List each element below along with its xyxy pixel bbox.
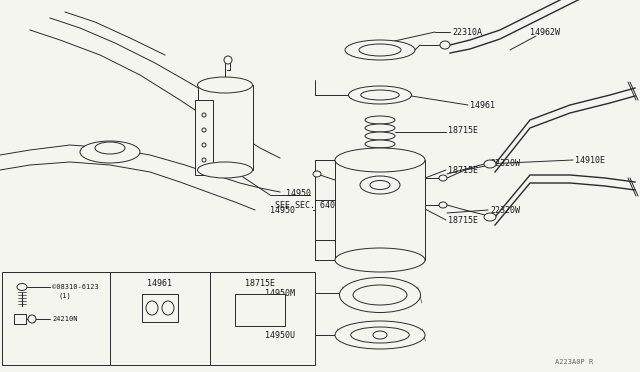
- Ellipse shape: [335, 148, 425, 172]
- Text: 14950U: 14950U: [265, 330, 295, 340]
- Ellipse shape: [198, 77, 253, 93]
- Text: 14961: 14961: [470, 100, 495, 109]
- Bar: [335, 160, 425, 260]
- Text: 14950M: 14950M: [265, 289, 295, 298]
- Bar: [142, 294, 178, 322]
- Ellipse shape: [202, 113, 206, 117]
- Text: 14950: 14950: [270, 205, 295, 215]
- Ellipse shape: [28, 315, 36, 323]
- Bar: [14, 314, 26, 324]
- Text: 22310A: 22310A: [452, 28, 482, 36]
- Text: 22320W: 22320W: [490, 158, 520, 167]
- Ellipse shape: [365, 148, 395, 156]
- Bar: [2, 272, 315, 365]
- Ellipse shape: [484, 160, 496, 168]
- Text: 18715E: 18715E: [245, 279, 275, 289]
- Text: 14910E: 14910E: [575, 155, 605, 164]
- Ellipse shape: [365, 116, 395, 124]
- Ellipse shape: [198, 162, 253, 178]
- Ellipse shape: [202, 158, 206, 162]
- Ellipse shape: [146, 301, 158, 315]
- Ellipse shape: [202, 143, 206, 147]
- Bar: [198, 85, 253, 170]
- Text: 14962W: 14962W: [530, 28, 560, 36]
- Ellipse shape: [313, 171, 321, 177]
- Bar: [195, 100, 213, 175]
- Ellipse shape: [359, 44, 401, 56]
- Ellipse shape: [345, 40, 415, 60]
- Ellipse shape: [351, 327, 409, 343]
- Text: 14961: 14961: [147, 279, 173, 289]
- Ellipse shape: [365, 124, 395, 132]
- Ellipse shape: [365, 140, 395, 148]
- Ellipse shape: [335, 248, 425, 272]
- Text: 18715E: 18715E: [448, 166, 478, 174]
- Ellipse shape: [440, 41, 450, 49]
- Ellipse shape: [373, 331, 387, 339]
- Text: ©08310-6123: ©08310-6123: [52, 284, 99, 290]
- Ellipse shape: [17, 283, 27, 291]
- Text: 22320W: 22320W: [490, 205, 520, 215]
- Text: 24210N: 24210N: [52, 316, 77, 322]
- Text: 18715E: 18715E: [448, 125, 478, 135]
- Ellipse shape: [349, 86, 412, 104]
- Ellipse shape: [162, 301, 174, 315]
- Ellipse shape: [224, 56, 232, 64]
- Bar: [235, 294, 285, 326]
- Ellipse shape: [439, 202, 447, 208]
- Ellipse shape: [339, 278, 420, 312]
- Ellipse shape: [202, 128, 206, 132]
- Ellipse shape: [439, 175, 447, 181]
- Text: (1): (1): [58, 293, 71, 299]
- Ellipse shape: [361, 90, 399, 100]
- Ellipse shape: [335, 321, 425, 349]
- Ellipse shape: [484, 213, 496, 221]
- Ellipse shape: [95, 142, 125, 154]
- Ellipse shape: [370, 180, 390, 189]
- Text: 18715E: 18715E: [448, 215, 478, 224]
- Ellipse shape: [360, 176, 400, 194]
- Text: A223A0P R: A223A0P R: [555, 359, 593, 365]
- Ellipse shape: [365, 132, 395, 140]
- Ellipse shape: [353, 285, 407, 305]
- Text: 14950: 14950: [286, 189, 311, 198]
- Ellipse shape: [80, 141, 140, 163]
- Text: SEE SEC. 640: SEE SEC. 640: [275, 201, 335, 209]
